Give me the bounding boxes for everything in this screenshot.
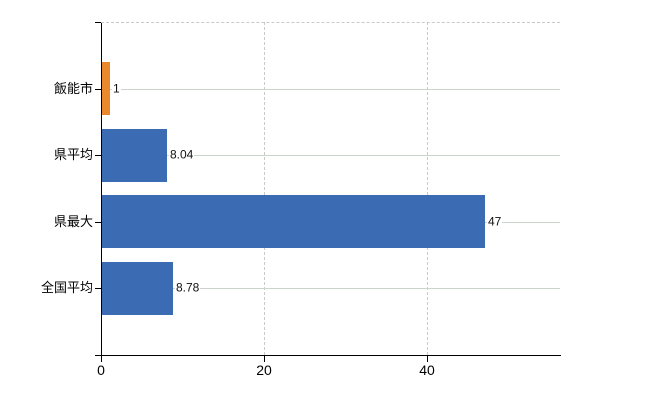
x-axis-tick [427,356,428,362]
bar [102,129,167,182]
v-gridline [263,22,265,355]
bar [102,195,485,248]
h-gridline [102,89,560,90]
y-axis-tick [95,89,101,90]
bar-value-label: 1 [112,81,121,96]
y-axis-top-tick [95,22,101,23]
h-gridline [102,155,560,156]
plot-top-border [101,22,560,23]
v-gridline [426,22,428,355]
h-gridline [102,288,560,289]
bar-value-label: 8.04 [169,147,195,162]
x-tick-label: 0 [97,362,105,378]
category-label: 飯能市 [53,80,93,96]
y-axis-tick [95,222,101,223]
category-label: 県平均 [53,147,93,163]
bar [102,62,110,115]
x-axis-line [95,355,561,356]
x-axis-tick [264,356,265,362]
category-label: 県最大 [53,213,93,229]
bar-value-label: 47 [487,214,503,229]
x-tick-label: 40 [419,362,435,378]
category-label: 全国平均 [40,280,93,296]
y-axis-tick [95,155,101,156]
bar [102,262,173,315]
x-tick-label: 20 [256,362,272,378]
y-axis-line [101,22,102,362]
bar-value-label: 8.78 [175,280,201,295]
y-axis-tick [95,288,101,289]
x-axis-tick [101,356,102,362]
